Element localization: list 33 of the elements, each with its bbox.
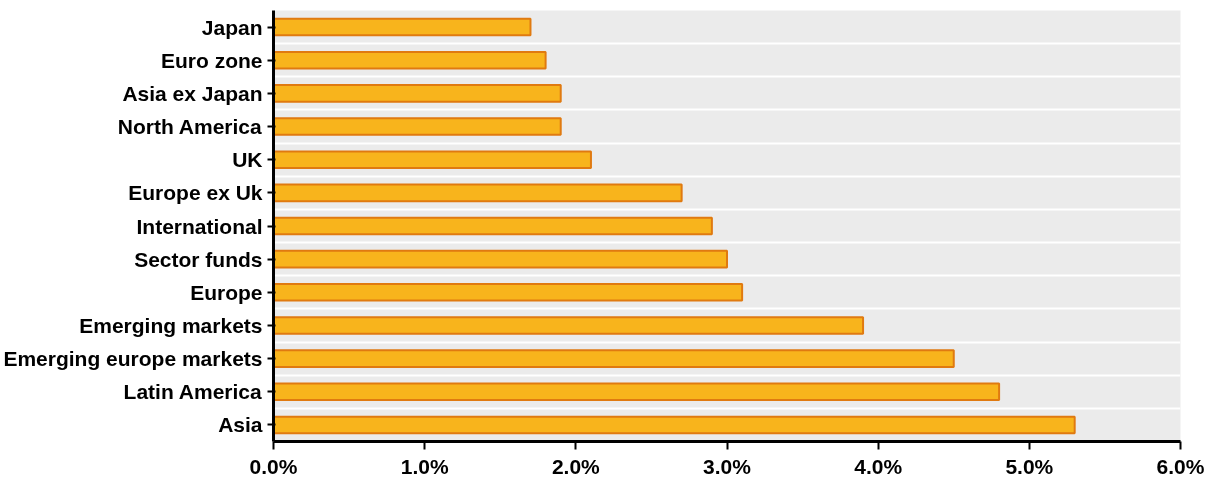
x-tick-label: 6.0% <box>1156 454 1205 478</box>
bar <box>273 183 683 203</box>
y-tick-label: Euro zone <box>161 48 263 72</box>
y-tick-label: International <box>136 214 263 238</box>
x-tick-label: 0.0% <box>249 454 298 478</box>
bar <box>273 249 728 269</box>
bar <box>273 216 713 236</box>
bar <box>273 84 562 103</box>
x-tick-label: 4.0% <box>854 454 903 478</box>
bar <box>273 17 532 37</box>
y-tick-label: Sector funds <box>134 247 263 271</box>
y-tick-label: Asia <box>218 413 263 437</box>
y-tick-label: Emerging markets <box>79 313 263 337</box>
bar <box>273 117 562 136</box>
y-tick-label: Asia ex Japan <box>122 81 263 105</box>
bar <box>273 283 744 302</box>
y-tick-label: Emerging europe markets <box>3 347 263 371</box>
bar <box>273 349 955 368</box>
x-tick-label: 5.0% <box>1005 454 1054 478</box>
x-tick-label: 3.0% <box>703 454 752 478</box>
bar <box>273 382 1001 402</box>
x-tick-label: 1.0% <box>400 454 449 478</box>
bar <box>273 415 1076 435</box>
bar <box>273 316 865 335</box>
y-tick-label: Japan <box>201 15 263 39</box>
y-tick-label: Latin America <box>123 380 263 404</box>
bar <box>273 150 592 169</box>
y-tick-label: North America <box>117 115 263 139</box>
y-tick-label: Europe ex Uk <box>128 181 263 205</box>
bar <box>273 50 547 70</box>
x-tick-label: 2.0% <box>551 454 601 478</box>
y-tick-label: UK <box>232 148 263 172</box>
y-tick-label: Europe <box>190 280 263 304</box>
